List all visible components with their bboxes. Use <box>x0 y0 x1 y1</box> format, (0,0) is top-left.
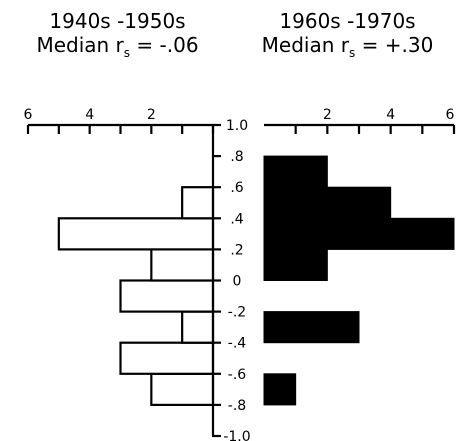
left-median-subscript: s <box>123 46 131 60</box>
left-x-tick-label: 4 <box>85 107 94 123</box>
right-bar <box>263 373 297 406</box>
right-median-label: Median rs = +.30 <box>238 33 457 60</box>
right-bar <box>263 186 392 219</box>
left-bar <box>119 279 215 313</box>
y-tick-label: 1.0 <box>226 118 248 134</box>
right-bar <box>263 311 360 344</box>
left-bar <box>150 372 215 406</box>
y-tick-label: .6 <box>230 180 243 196</box>
right-bar <box>263 217 455 250</box>
y-tick-label: .2 <box>230 242 243 258</box>
tick-labels-group: 1.0 .8 .6 .4 .2 0 -.2 -.4 -.6 -.8 -1.0 6 4 2 2 4 6 <box>24 107 455 441</box>
right-panel-title: 1960s -1970s Median rs = +.30 <box>238 9 457 60</box>
axes-group <box>26 123 456 438</box>
left-bar <box>119 341 215 375</box>
y-tick-label: -.2 <box>228 305 246 321</box>
left-median-label: Median rs = -.06 <box>0 33 235 60</box>
left-bars-group <box>57 186 215 406</box>
left-median-prefix: Median r <box>36 33 124 57</box>
right-x-tick-label: 4 <box>386 107 395 123</box>
right-x-tick-label: 6 <box>446 107 455 123</box>
left-x-tick-label: 6 <box>24 107 33 123</box>
y-tick-label: .8 <box>230 149 243 165</box>
left-bar <box>150 248 215 282</box>
right-x-tick-label: 2 <box>323 107 332 123</box>
left-bar <box>57 217 215 251</box>
y-tick-label: 0 <box>233 274 242 290</box>
left-bar <box>181 186 215 220</box>
left-median-value: = -.06 <box>130 33 199 57</box>
right-median-value: = +.30 <box>355 33 434 57</box>
right-period-label: 1960s -1970s <box>279 9 416 33</box>
y-tick-label: -.4 <box>228 336 247 352</box>
right-median-subscript: s <box>349 46 356 60</box>
right-bar <box>263 248 328 281</box>
right-bar <box>263 155 328 188</box>
left-panel-title: 1940s -1950s Median rs = -.06 <box>0 9 235 60</box>
y-tick-label: -.6 <box>228 367 247 383</box>
right-median-prefix: Median r <box>261 33 349 57</box>
y-tick-label: -1.0 <box>223 429 250 441</box>
y-tick-label: -.8 <box>228 398 246 414</box>
left-period-label: 1940s -1950s <box>49 9 186 33</box>
left-x-tick-label: 2 <box>147 107 156 123</box>
left-bar <box>181 310 215 344</box>
y-tick-label: .4 <box>230 211 243 227</box>
right-bars-group <box>263 155 455 406</box>
